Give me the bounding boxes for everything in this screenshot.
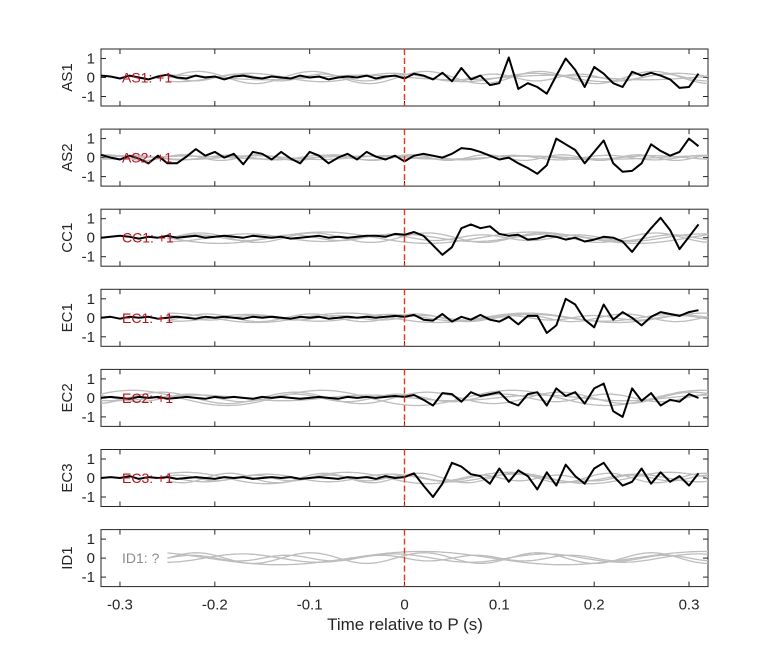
y-tick-label: 0 (87, 470, 95, 487)
y-tick-label: 1 (87, 451, 95, 468)
background-trace (167, 552, 708, 565)
x-tick-label: 0.1 (489, 597, 510, 614)
background-trace (101, 389, 708, 407)
y-tick-label: -1 (82, 89, 95, 106)
y-tick-label: 1 (87, 131, 95, 148)
background-trace (167, 233, 708, 243)
panel-ylabel: AS2 (59, 143, 76, 171)
y-tick-label: 1 (87, 291, 95, 308)
x-axis: -0.3 -0.2 -0.1 0 0.1 0.2 0.3 (107, 597, 699, 614)
polarity-label: AS1: +1 (122, 70, 172, 86)
panel-ylabel: EC3 (59, 463, 76, 492)
polarity-label: EC2: +1 (122, 390, 173, 406)
waveform-trace (101, 216, 700, 256)
background-trace (167, 313, 708, 322)
polarity-label: EC1: +1 (122, 310, 173, 326)
x-tick-label: -0.1 (297, 597, 323, 614)
x-axis-label: Time relative to P (s) (327, 615, 483, 634)
panel-ec2: 1 0 -1 EC2 EC2: +1 (59, 368, 709, 427)
waveform-trace (101, 137, 700, 175)
y-tick-label: 0 (87, 310, 95, 327)
x-tick-label: 0.3 (679, 597, 700, 614)
background-trace (167, 553, 708, 563)
polarity-label: ID1: ? (122, 550, 160, 566)
x-tick-label: -0.3 (107, 597, 133, 614)
polarity-label: EC3: +1 (122, 470, 173, 486)
background-trace (101, 154, 708, 162)
background-trace (167, 70, 708, 85)
y-tick-label: 0 (87, 550, 95, 567)
panel-ec1: 1 0 -1 EC1 EC1: +1 (59, 288, 709, 347)
panel-ylabel: AS1 (59, 63, 76, 91)
background-trace (167, 554, 708, 562)
y-tick-label: -1 (82, 329, 95, 346)
panel-ylabel: EC1 (59, 303, 76, 332)
y-tick-label: -1 (82, 489, 95, 506)
y-tick-label: 1 (87, 211, 95, 228)
panels-group: 1 0 -1 AS1 AS1: +1 1 0 -1 AS2 AS2: +1 1 0 -1 CC1 CC1: … (59, 48, 709, 588)
x-tick-label: 0.2 (584, 597, 605, 614)
panel-ylabel: EC2 (59, 383, 76, 412)
y-tick-label: 1 (87, 531, 95, 548)
y-tick-label: 1 (87, 371, 95, 388)
background-trace (101, 391, 708, 405)
waveform-trace (101, 297, 699, 334)
x-tick-label: -0.2 (202, 597, 228, 614)
background-trace (167, 312, 708, 324)
panel-ec3: 1 0 -1 EC3 EC3: +1 (59, 449, 709, 507)
y-tick-label: 0 (87, 390, 95, 407)
panel-id1: 1 0 -1 ID1 ID1: ? (59, 529, 709, 588)
x-tick-label: 0 (400, 597, 408, 614)
panel-as1: 1 0 -1 AS1 AS1: +1 (59, 48, 709, 107)
y-tick-label: 0 (87, 70, 95, 87)
panel-cc1: 1 0 -1 CC1 CC1: +1 (59, 208, 709, 267)
y-tick-label: -1 (82, 569, 95, 586)
y-tick-label: 0 (87, 150, 95, 167)
panel-ylabel: ID1 (59, 546, 76, 569)
y-tick-label: -1 (82, 409, 95, 426)
background-trace (167, 550, 708, 566)
waveform-trace (101, 56, 700, 95)
y-tick-label: -1 (82, 249, 95, 266)
waveform-trace (101, 461, 700, 498)
panel-ylabel: CC1 (59, 223, 76, 253)
y-tick-label: 0 (87, 230, 95, 247)
polarity-label: AS2: +1 (122, 150, 172, 166)
y-tick-label: -1 (82, 169, 95, 186)
background-trace (167, 74, 708, 81)
background-traces (167, 550, 708, 566)
background-trace (167, 231, 708, 245)
polarity-label: CC1: +1 (122, 230, 174, 246)
panel-as2: 1 0 -1 AS2 AS2: +1 (59, 128, 709, 187)
waveform-trace (101, 382, 699, 418)
background-trace (167, 474, 708, 482)
y-tick-label: 1 (87, 51, 95, 68)
background-traces (167, 231, 708, 245)
